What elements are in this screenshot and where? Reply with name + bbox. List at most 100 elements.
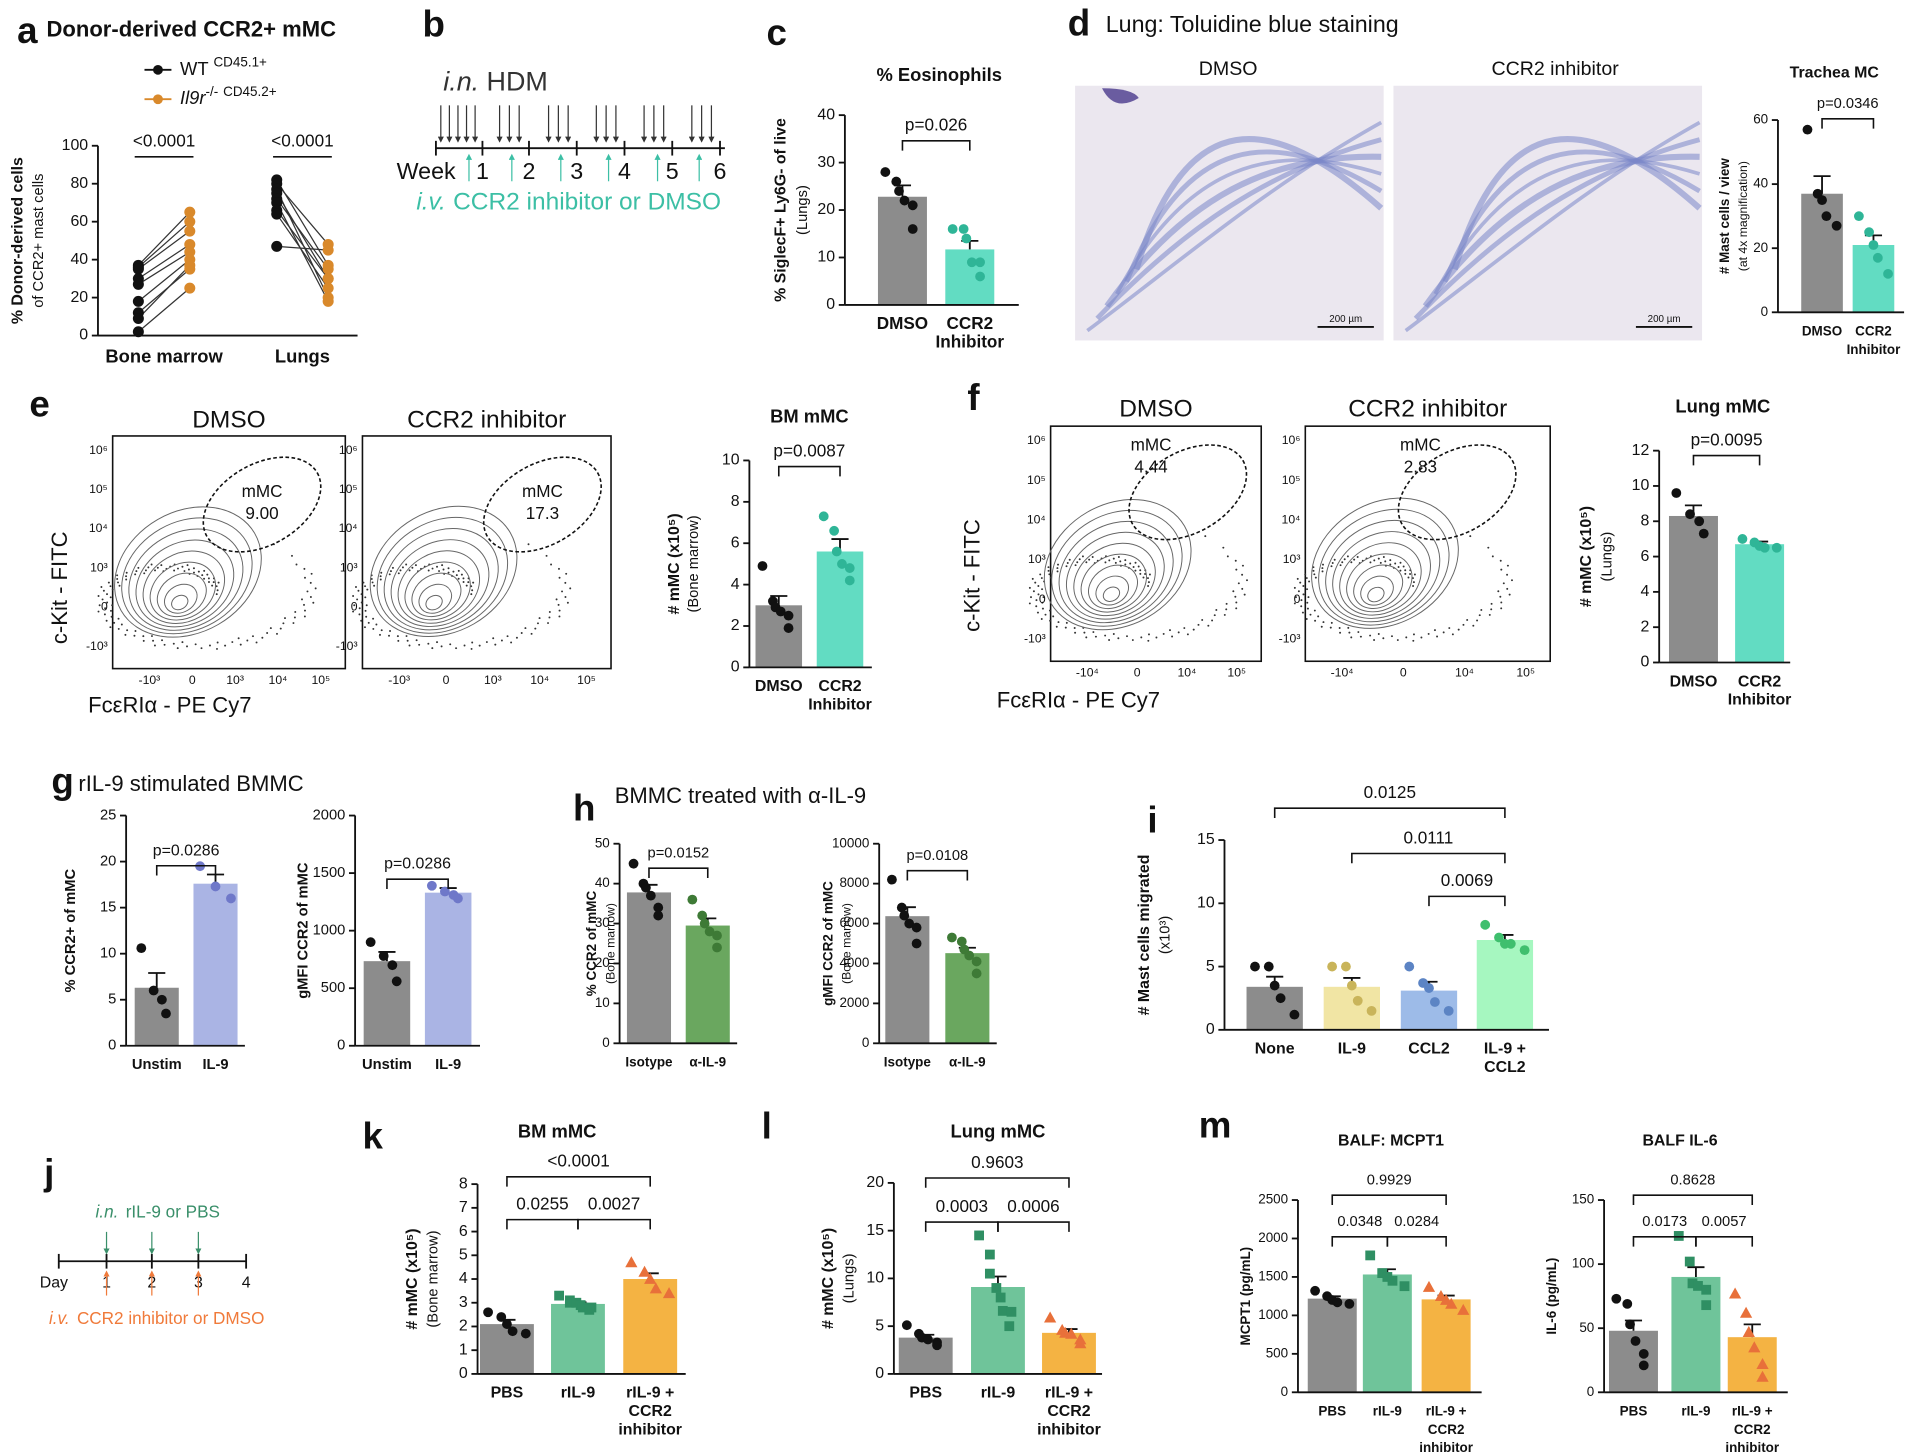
bar: [877, 196, 927, 305]
contour: [142, 550, 226, 624]
event-dot: [1339, 564, 1342, 567]
data-point: [1756, 1357, 1769, 1369]
event-dot: [1147, 585, 1150, 588]
y-tick-label: 20: [1753, 240, 1768, 255]
event-dot: [1241, 573, 1244, 576]
x-tick-label: -10³: [139, 673, 161, 687]
event-dot: [312, 601, 315, 604]
bar: [1735, 544, 1785, 663]
chart-title: BM mMC: [518, 1121, 597, 1142]
event-dot: [1197, 623, 1200, 626]
scale-bar-label: 200 µm: [1329, 314, 1362, 325]
event-dot: [1132, 566, 1135, 569]
event-dot: [1232, 590, 1235, 593]
comparison-bracket: [924, 1177, 1070, 1188]
comparison-bracket: [1331, 1194, 1447, 1205]
event-dot: [1338, 627, 1341, 629]
event-dot: [1222, 546, 1225, 549]
event-dot: [485, 641, 488, 644]
event-dot: [1147, 639, 1150, 642]
event-dot: [1497, 590, 1500, 593]
event-dot: [1057, 563, 1060, 566]
event-dot: [143, 572, 146, 575]
event-dot: [150, 635, 153, 638]
event-dot: [1117, 637, 1120, 640]
event-dot: [1088, 558, 1091, 561]
event-dot: [1147, 633, 1150, 636]
timeline-axis-label: Week: [397, 158, 456, 184]
event-dot: [1034, 581, 1037, 584]
x-tick-label: IL-9: [435, 1057, 461, 1073]
event-dot: [418, 643, 421, 646]
data-point: [1759, 542, 1770, 553]
bar: [816, 551, 864, 668]
event-dot: [545, 554, 548, 557]
pair-line: [138, 230, 191, 270]
event-dot: [1094, 635, 1097, 638]
y-tick-label: 60: [70, 213, 88, 230]
comparison-bracket: [1273, 807, 1506, 818]
event-dot: [181, 565, 184, 568]
contour: [397, 550, 481, 624]
y-tick-label: 25: [100, 807, 116, 823]
data-point: [1365, 1250, 1376, 1261]
event-dot: [1312, 569, 1315, 572]
event-dot: [465, 584, 468, 587]
gate: [1397, 444, 1517, 541]
y-tick-label: 12: [1632, 442, 1650, 459]
data-point: [649, 1282, 662, 1294]
event-dot: [1389, 559, 1392, 562]
comparison-bracket: [506, 1175, 651, 1187]
y-tick-label: 10: [722, 452, 740, 469]
comparison-bracket: [924, 1221, 999, 1232]
route-text: HDM: [487, 66, 548, 96]
y-tick-label: 2000: [1258, 1230, 1288, 1245]
event-dot: [558, 609, 561, 612]
data-point: [184, 225, 196, 237]
data-point: [775, 606, 786, 617]
pair-line: [276, 192, 329, 279]
x-tick-label: DMSO: [1802, 323, 1842, 338]
event-dot: [309, 595, 312, 598]
x-tick-label: 10⁴: [530, 673, 549, 687]
micrograph: [1393, 85, 1703, 341]
y-tick-label: 10⁴: [89, 521, 108, 535]
data-point: [1065, 1327, 1078, 1339]
x-tick-label: Unstim: [362, 1057, 412, 1073]
event-dot: [1511, 579, 1513, 582]
route-label: i.v. CCR2 inhibitor or DMSO: [416, 189, 721, 216]
event-dot: [356, 598, 359, 601]
event-dot: [472, 581, 475, 584]
event-dot: [1213, 614, 1216, 617]
data-point: [1346, 980, 1357, 991]
event-dot: [1134, 569, 1137, 572]
event-dot: [1064, 626, 1067, 629]
data-point: [564, 1297, 575, 1308]
data-point: [210, 881, 221, 892]
legend-marker: [153, 94, 163, 105]
y-tick-label: 5: [1206, 958, 1215, 975]
data-point: [712, 930, 722, 941]
event-dot: [292, 622, 295, 625]
y-tick-label: 80: [70, 175, 88, 192]
contour: [114, 506, 262, 638]
event-dot: [1241, 564, 1244, 567]
event-dot: [536, 622, 539, 625]
data-point: [1864, 227, 1874, 238]
event-dot: [1104, 634, 1107, 637]
event-dot: [364, 596, 367, 599]
pair-line: [137, 259, 191, 302]
event-dot: [470, 593, 473, 596]
event-dot: [246, 639, 249, 642]
x-tick-label: 10⁵: [577, 673, 596, 687]
event-dot: [1030, 596, 1032, 599]
event-dot: [1148, 573, 1151, 576]
bar: [626, 892, 672, 1044]
event-dot: [1047, 569, 1050, 572]
event-dot: [1052, 615, 1055, 618]
y-tick-label: 0: [108, 1038, 116, 1054]
y-axis-label: (x10³): [1158, 916, 1174, 954]
x-tick-label: 10⁴: [1178, 666, 1197, 680]
y-axis-label: IL-6 (pg/mL): [1544, 1258, 1559, 1335]
event-dot: [1078, 558, 1081, 561]
